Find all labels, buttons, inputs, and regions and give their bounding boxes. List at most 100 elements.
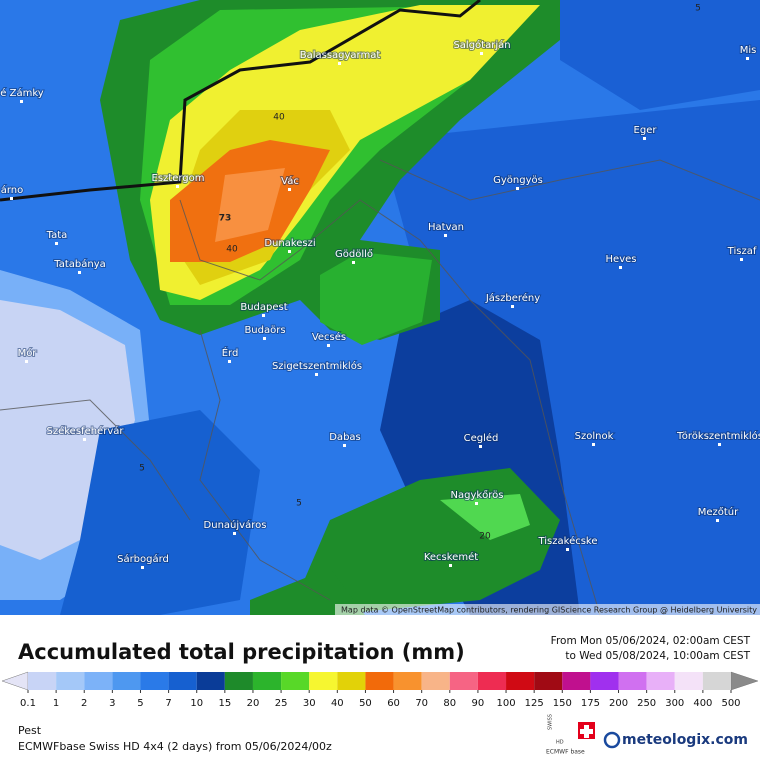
legend-swatch bbox=[168, 672, 197, 690]
place-marker bbox=[10, 197, 13, 200]
place-marker bbox=[83, 438, 86, 441]
place-marker bbox=[141, 566, 144, 569]
place-marker bbox=[480, 52, 483, 55]
place-label: Vecsés bbox=[312, 331, 346, 343]
legend-tick-label: 80 bbox=[443, 698, 456, 709]
legend-tick-label: 200 bbox=[609, 698, 628, 709]
place-label: Törökszentmiklós bbox=[676, 430, 760, 442]
logo-hd: HD bbox=[556, 740, 564, 746]
place-label: Tata bbox=[46, 230, 68, 241]
legend-tick-label: 125 bbox=[525, 698, 544, 709]
place-label: Heves bbox=[606, 254, 637, 265]
place-label: Balassagyarmat bbox=[300, 50, 381, 61]
place-marker bbox=[643, 137, 646, 140]
place-marker bbox=[315, 373, 318, 376]
brand-icon bbox=[603, 731, 621, 749]
legend-tick-label: 70 bbox=[415, 698, 428, 709]
logo-ecmwf: ECMWF base bbox=[546, 749, 585, 756]
legend-swatch bbox=[562, 672, 591, 690]
legend-swatch bbox=[112, 672, 141, 690]
contour-label: 20 bbox=[479, 532, 491, 542]
place-marker bbox=[511, 305, 514, 308]
place-marker bbox=[352, 261, 355, 264]
place-label: Esztergom bbox=[152, 173, 205, 184]
legend-swatch bbox=[28, 672, 57, 690]
place-label: Érd bbox=[222, 346, 239, 359]
place-label: Mór bbox=[18, 347, 38, 359]
legend-swatch bbox=[477, 672, 507, 690]
place-label: Dunaújváros bbox=[204, 519, 267, 531]
legend-to: to Wed 05/08/2024, 10:00am CEST bbox=[565, 650, 750, 662]
legend-swatch bbox=[393, 672, 422, 690]
place-label: Gyöngyös bbox=[493, 175, 543, 186]
place-label: Jászberény bbox=[485, 292, 540, 304]
place-label: Kecskemét bbox=[424, 551, 478, 563]
model-info: ECMWFbase Swiss HD 4x4 (2 days) from 05/… bbox=[18, 740, 332, 753]
legend-swatch bbox=[140, 672, 169, 690]
legend-swatch bbox=[365, 672, 394, 690]
legend-tick-label: 150 bbox=[553, 698, 572, 709]
legend-tick-label: 0.1 bbox=[20, 698, 36, 709]
place-marker bbox=[566, 548, 569, 551]
place-label: Szigetszentmiklós bbox=[272, 360, 362, 372]
map: Balassagyarmat Salgótarján Mis é Zámky Eger á… bbox=[0, 0, 760, 616]
region: Pest bbox=[18, 724, 42, 737]
place-marker bbox=[288, 188, 291, 191]
legend-swatch bbox=[84, 672, 113, 690]
place-label: Dunakeszi bbox=[264, 238, 315, 249]
place-marker bbox=[718, 443, 721, 446]
brand[interactable]: meteologix.com bbox=[622, 732, 748, 748]
place-label: Cegléd bbox=[464, 432, 499, 444]
place-label: Tiszaf bbox=[727, 246, 757, 257]
place-marker bbox=[233, 532, 236, 535]
logo-swiss: SWISS bbox=[548, 714, 554, 730]
legend-tick-label: 400 bbox=[693, 698, 712, 709]
place-marker bbox=[288, 250, 291, 253]
place-label: Hatvan bbox=[428, 222, 464, 233]
place-label: Mis bbox=[740, 45, 757, 56]
place-marker bbox=[228, 360, 231, 363]
place-label: Szolnok bbox=[575, 431, 614, 442]
place-marker bbox=[479, 445, 482, 448]
place-marker bbox=[327, 344, 330, 347]
place-marker bbox=[20, 100, 23, 103]
legend-tick-label: 5 bbox=[137, 698, 143, 709]
place-label: Nagykőrös bbox=[450, 489, 503, 501]
place-marker bbox=[444, 234, 447, 237]
legend-tick-label: 20 bbox=[247, 698, 260, 709]
legend-arrow-low bbox=[1, 671, 29, 691]
attribution: Map data © OpenStreetMap contributors, r… bbox=[341, 606, 757, 615]
legend-swatch bbox=[534, 672, 563, 690]
place-label: Budaörs bbox=[244, 325, 285, 336]
place-marker bbox=[619, 266, 622, 269]
legend-tick-label: 50 bbox=[359, 698, 372, 709]
legend-arrow-high bbox=[730, 671, 759, 691]
legend-tick-label: 10 bbox=[190, 698, 203, 709]
legend-title: Accumulated total precipitation (mm) bbox=[18, 640, 465, 664]
place-marker bbox=[55, 242, 58, 245]
legend-swatch bbox=[252, 672, 282, 690]
legend-swatch bbox=[337, 672, 366, 690]
legend-tick-label: 500 bbox=[721, 698, 740, 709]
legend-swatch bbox=[618, 672, 647, 690]
place-label: Mezőtúr bbox=[698, 506, 739, 518]
legend-tick-label: 30 bbox=[303, 698, 316, 709]
place-marker bbox=[592, 443, 595, 446]
place-marker bbox=[475, 502, 478, 505]
place-marker bbox=[740, 258, 743, 261]
contour-label: 40 bbox=[273, 113, 285, 123]
place-marker bbox=[338, 62, 341, 65]
place-marker bbox=[262, 314, 265, 317]
legend-tick-label: 250 bbox=[637, 698, 656, 709]
place-marker bbox=[25, 360, 28, 363]
legend-tick-label: 2 bbox=[81, 698, 87, 709]
legend-swatch bbox=[506, 672, 535, 690]
legend-tick-label: 300 bbox=[665, 698, 684, 709]
place-marker bbox=[746, 57, 749, 60]
legend-tick-label: 25 bbox=[275, 698, 288, 709]
legend-tick-label: 90 bbox=[472, 698, 485, 709]
place-marker bbox=[516, 187, 519, 190]
place-label: Vác bbox=[281, 175, 299, 187]
legend-swatch bbox=[646, 672, 675, 690]
